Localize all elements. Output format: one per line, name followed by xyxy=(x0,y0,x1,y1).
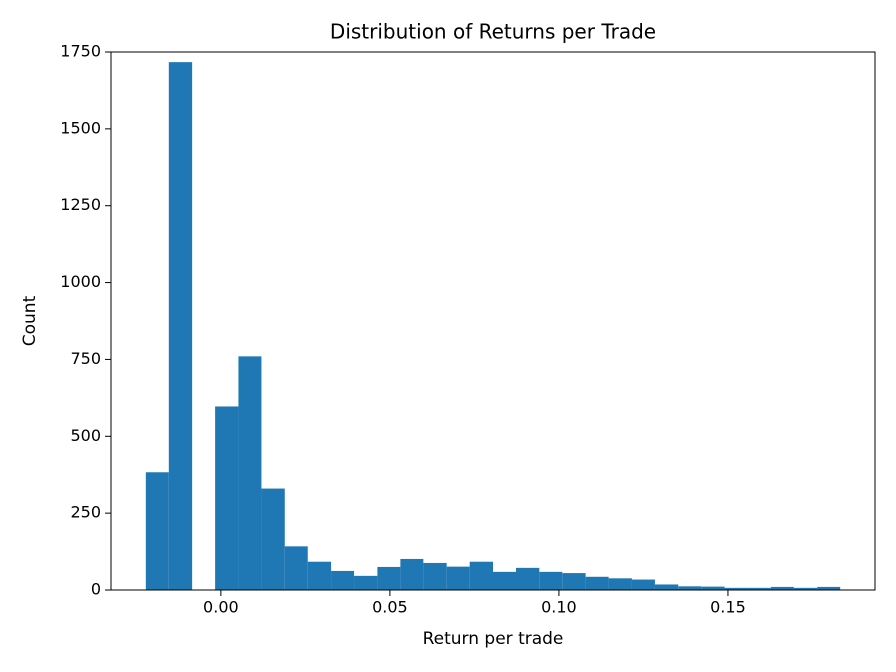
bar xyxy=(331,570,355,590)
chart-title: Distribution of Returns per Trade xyxy=(330,20,656,44)
y-tick-label: 250 xyxy=(70,503,101,522)
x-axis-label: Return per trade xyxy=(423,629,564,649)
y-tick-label: 750 xyxy=(70,349,101,368)
bar xyxy=(168,62,193,590)
bar xyxy=(678,586,702,590)
bar xyxy=(145,472,169,590)
bar xyxy=(817,586,841,590)
x-tick-label: 0.05 xyxy=(372,598,408,617)
bar xyxy=(493,571,516,590)
bar xyxy=(701,586,725,590)
bar xyxy=(423,562,447,590)
y-tick-label: 1000 xyxy=(60,272,101,291)
bar xyxy=(354,575,378,590)
bar xyxy=(631,579,655,590)
y-axis-label: Count xyxy=(20,295,40,346)
y-tick-label: 1250 xyxy=(60,195,101,214)
bar xyxy=(724,587,748,590)
bar xyxy=(238,356,262,590)
bar xyxy=(539,571,563,590)
plot-frame xyxy=(110,51,876,591)
bar xyxy=(446,566,470,590)
bar xyxy=(515,567,540,590)
bar xyxy=(400,558,424,590)
bar xyxy=(284,546,308,590)
bar xyxy=(377,566,401,590)
bar xyxy=(608,578,632,590)
y-tick-label: 1500 xyxy=(60,118,101,137)
bar xyxy=(747,587,771,590)
bar xyxy=(654,584,679,590)
y-tick-label: 500 xyxy=(70,426,101,445)
bar xyxy=(562,573,586,590)
bar xyxy=(770,586,794,590)
bar xyxy=(215,406,239,590)
bar xyxy=(469,561,493,590)
y-tick-label: 0 xyxy=(91,580,101,599)
x-tick-label: 0.15 xyxy=(710,598,746,617)
x-tick-label: 0.00 xyxy=(203,598,239,617)
bar xyxy=(585,576,609,590)
bar xyxy=(307,561,332,590)
bar xyxy=(793,587,818,590)
bar xyxy=(261,488,285,590)
x-tick-label: 0.10 xyxy=(541,598,577,617)
y-tick-label: 1750 xyxy=(60,42,101,61)
